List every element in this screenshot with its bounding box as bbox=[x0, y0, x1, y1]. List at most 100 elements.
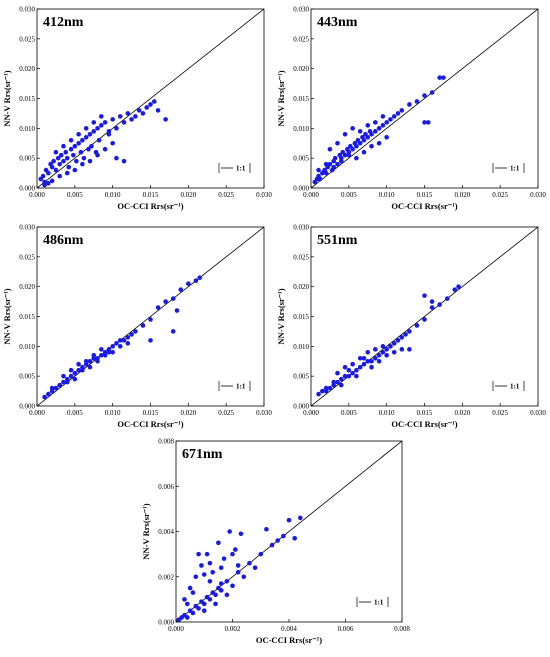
data-point bbox=[207, 560, 213, 566]
data-point bbox=[422, 93, 427, 98]
scatter-points bbox=[38, 99, 168, 188]
data-point bbox=[391, 114, 397, 119]
data-point bbox=[64, 155, 70, 161]
legend-label: 1:1 bbox=[236, 165, 246, 173]
data-point bbox=[110, 117, 115, 122]
one-to-one-line bbox=[37, 227, 264, 406]
data-point bbox=[218, 565, 224, 570]
y-tick-label: 0.005 bbox=[19, 155, 35, 163]
scatter-points bbox=[312, 75, 446, 185]
y-tick-label: 0.008 bbox=[158, 438, 174, 446]
data-point bbox=[186, 281, 191, 286]
legend-label: 1:1 bbox=[236, 383, 246, 391]
data-point bbox=[354, 155, 359, 161]
y-tick-label: 0.010 bbox=[293, 343, 309, 351]
data-point bbox=[331, 164, 337, 170]
x-axis-label: OC-CCI Rrs(sr⁻¹) bbox=[391, 419, 457, 429]
data-point bbox=[373, 355, 378, 361]
data-point bbox=[399, 108, 405, 113]
panel-title: 551nm bbox=[317, 233, 358, 248]
data-point bbox=[395, 111, 401, 116]
x-tick-label: 0.005 bbox=[67, 191, 83, 199]
data-point bbox=[40, 173, 46, 179]
data-point bbox=[68, 367, 74, 373]
data-point bbox=[281, 533, 286, 539]
data-point bbox=[68, 137, 74, 143]
data-point bbox=[391, 341, 397, 346]
y-tick-label: 0.030 bbox=[293, 6, 309, 14]
data-point bbox=[227, 529, 232, 534]
data-point bbox=[230, 583, 235, 589]
data-point bbox=[275, 538, 281, 543]
data-point bbox=[53, 385, 59, 391]
x-tick-label: 0.015 bbox=[143, 191, 159, 199]
data-point bbox=[96, 137, 102, 143]
data-point bbox=[185, 615, 190, 620]
data-point bbox=[114, 341, 119, 346]
y-axis-label: NN-V Rrs(sr⁻¹) bbox=[276, 288, 286, 344]
y-axis-label: NN-V Rrs(sr⁻¹) bbox=[2, 288, 12, 344]
y-tick-label: 0.005 bbox=[19, 373, 35, 381]
data-point bbox=[46, 180, 51, 186]
x-tick-label: 0.000 bbox=[29, 191, 45, 199]
data-point bbox=[53, 149, 59, 155]
data-point bbox=[342, 152, 348, 158]
data-point bbox=[66, 164, 72, 170]
y-tick-label: 0.030 bbox=[293, 224, 309, 232]
data-point bbox=[51, 158, 56, 164]
data-point bbox=[292, 535, 297, 541]
data-point bbox=[80, 161, 85, 167]
data-point bbox=[57, 161, 62, 167]
data-point bbox=[155, 108, 161, 113]
x-tick-label: 0.000 bbox=[29, 409, 45, 417]
data-point bbox=[338, 158, 344, 164]
data-point bbox=[201, 608, 207, 613]
data-point bbox=[369, 364, 374, 370]
y-tick-label: 0.015 bbox=[19, 313, 35, 321]
data-point bbox=[395, 338, 401, 343]
data-point bbox=[354, 143, 359, 149]
data-point bbox=[136, 108, 142, 113]
data-point bbox=[221, 556, 227, 561]
data-point bbox=[190, 610, 196, 616]
x-tick-label: 0.005 bbox=[67, 409, 83, 417]
data-point bbox=[61, 158, 66, 164]
data-point bbox=[61, 373, 66, 379]
x-tick-label: 0.000 bbox=[303, 191, 319, 199]
data-point bbox=[81, 155, 87, 161]
data-point bbox=[320, 388, 325, 394]
y-tick-label: 0.005 bbox=[293, 155, 309, 163]
x-tick-label: 0.005 bbox=[341, 191, 357, 199]
data-point bbox=[106, 350, 112, 355]
data-point bbox=[264, 526, 269, 532]
x-tick-label: 0.020 bbox=[454, 191, 470, 199]
y-tick-label: 0.020 bbox=[293, 65, 309, 73]
data-point bbox=[64, 379, 70, 385]
data-point bbox=[129, 332, 134, 337]
data-point bbox=[102, 146, 108, 152]
y-tick-label: 0.000 bbox=[19, 185, 35, 193]
data-point bbox=[76, 361, 81, 367]
data-point bbox=[46, 170, 51, 176]
data-point bbox=[335, 379, 340, 385]
data-point bbox=[429, 90, 435, 95]
data-point bbox=[361, 149, 367, 155]
data-point bbox=[323, 388, 329, 394]
data-point bbox=[342, 373, 348, 379]
data-point bbox=[133, 329, 138, 334]
x-tick-label: 0.000 bbox=[303, 409, 319, 417]
data-point bbox=[350, 146, 355, 152]
data-point bbox=[403, 332, 408, 337]
data-point bbox=[125, 341, 131, 346]
data-point bbox=[99, 123, 104, 128]
data-point bbox=[391, 350, 397, 355]
data-point bbox=[444, 296, 450, 301]
data-point bbox=[342, 364, 348, 370]
x-tick-label: 0.025 bbox=[492, 409, 508, 417]
data-point bbox=[53, 167, 59, 173]
data-point bbox=[258, 551, 264, 557]
data-point bbox=[233, 547, 238, 552]
data-point bbox=[121, 158, 127, 164]
x-tick-label: 0.006 bbox=[338, 625, 354, 633]
data-point bbox=[87, 358, 93, 364]
